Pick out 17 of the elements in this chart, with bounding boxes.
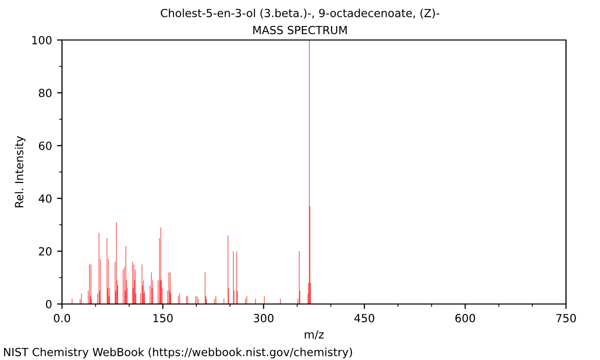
x-tick-label: 0.0 [54,314,70,322]
y-axis-title: Rel. Intensity [14,136,26,208]
x-axis-title: m/z [304,330,324,340]
chart-title: Cholest-5-en-3-ol (3.beta.)-, 9-octadecenoate, (Z)- [160,8,440,19]
y-tick-label: 80 [38,88,52,98]
x-tick-label: 300 [254,314,274,322]
x-tick-label: 600 [455,314,476,322]
x-tick-label: 450 [354,314,374,322]
x-tick-label: 750 [556,314,576,322]
text: NIST Chemistry WebBook (https://webbook.nist.gov/chemistry) [4,348,352,358]
y-tick-label: 20 [38,247,52,256]
y-tick-label: 0 [46,300,52,308]
y-tick-label: 40 [38,194,52,203]
chart-subtitle: MASS SPECTRUM [253,26,347,34]
y-tick-label: 60 [38,142,52,150]
x-tick-label: 150 [153,314,173,322]
y-tick-label: 100 [32,36,52,44]
